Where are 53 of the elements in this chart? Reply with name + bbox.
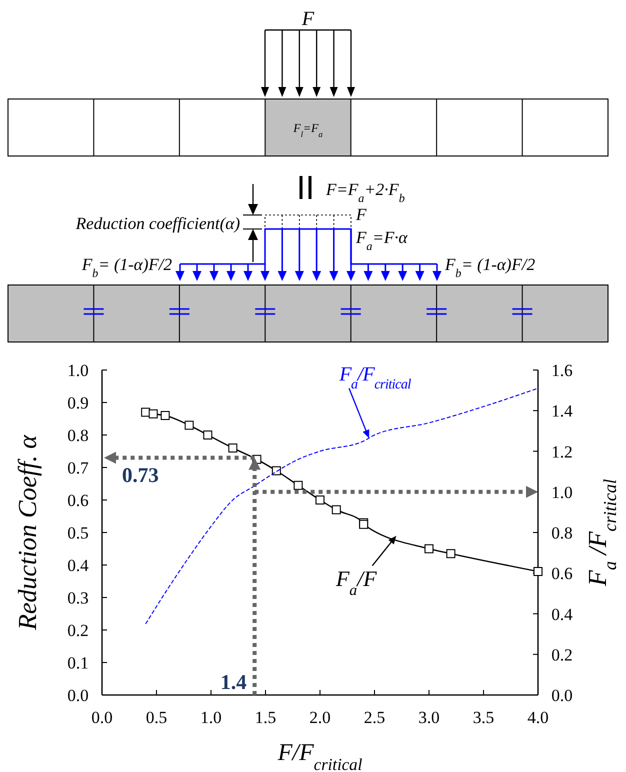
point	[446, 549, 456, 558]
annotation: F$_{a}$/F	[334, 566, 378, 598]
y-tick-label: 0.0	[67, 686, 89, 705]
y2-tick-label: 1.0	[551, 482, 573, 502]
y-tick-label: 0.2	[67, 621, 89, 640]
point	[228, 444, 238, 452]
ref-line-label: 0.73	[122, 462, 159, 487]
point	[424, 544, 434, 554]
ref-line-label: 1.4	[220, 670, 248, 694]
annotation: F$_{a}$/F$_{critical}$	[338, 363, 412, 392]
y2-tick-label: 0.8	[551, 524, 573, 542]
y2-tick-label: 1.6	[551, 361, 573, 380]
text: Reduction coefficient(α)	[74, 214, 240, 233]
x-tick-label: 4.0	[527, 708, 549, 727]
y-tick-label: 1.0	[67, 361, 89, 380]
y-tick-label: 0.9	[67, 394, 89, 412]
y-tick-label: 0.3	[67, 588, 89, 608]
y-axis-title: Reduction Coeff. α	[13, 434, 42, 631]
point	[203, 430, 212, 440]
y2-tick-label: 1.4	[551, 402, 574, 421]
y-tick-label: 0.8	[67, 426, 89, 445]
x-tick-label: 3.0	[418, 708, 440, 727]
text: F=F$_{a}$+2·F$_{b}$	[325, 180, 405, 205]
text: F	[300, 8, 315, 30]
x-tick-label: 2.0	[309, 708, 331, 727]
y-tick-label: 0.5	[67, 524, 89, 542]
y-tick-label: 0.6	[67, 491, 89, 510]
x-tick-label: 3.5	[472, 708, 494, 727]
y2-tick-label: 0.4	[551, 604, 574, 624]
point	[294, 480, 303, 490]
x-tick-label: 0.0	[91, 708, 113, 727]
y-tick-label: 0.7	[67, 458, 90, 478]
text: F$_{b}$= (1-α)F/2	[444, 255, 536, 280]
y2-tick-label: 0.2	[551, 645, 573, 664]
y-tick-label: 0.1	[67, 654, 89, 672]
y2-tick-label: 0.6	[551, 564, 573, 584]
x-tick-label: 1.0	[200, 708, 222, 727]
x-tick-label: 2.5	[364, 708, 386, 727]
text: F$_{l}$=F$_{a}$	[292, 121, 323, 138]
y-tick-label: 0.4	[67, 556, 90, 575]
x-tick-label: 0.5	[146, 708, 168, 727]
text: F	[355, 205, 367, 224]
y2-tick-label: 1.2	[551, 442, 573, 462]
point	[160, 411, 170, 420]
point	[316, 496, 324, 504]
text: F$_{a}$=F·α	[355, 228, 408, 253]
point	[148, 409, 158, 418]
x-axis-title: F/F$_{critical}$	[276, 740, 363, 772]
x-tick-label: 1.5	[254, 708, 276, 727]
y2-tick-label: 0.0	[551, 686, 573, 705]
point	[332, 505, 341, 514]
text: F$_{b}$= (1-α)F/2	[80, 255, 172, 280]
point	[184, 420, 194, 430]
